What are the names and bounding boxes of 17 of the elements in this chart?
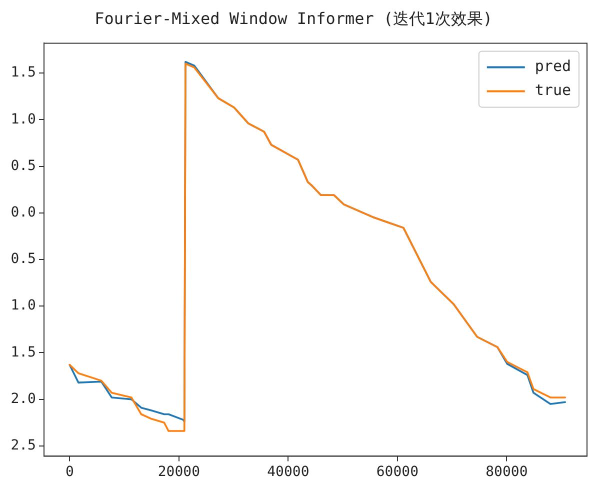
y-tick-label: 1.0 <box>10 111 36 128</box>
y-tick-label: 1.0 <box>10 298 36 314</box>
x-tick-label: 80000 <box>486 464 528 480</box>
y-tick-label: 1.5 <box>10 344 36 360</box>
y-tick-label: 1.5 <box>10 64 36 81</box>
y-tick-label: 0.5 <box>10 251 36 268</box>
y-tick-label: 2.5 <box>10 438 36 454</box>
x-tick-label: 0 <box>65 464 74 480</box>
x-tick-label: 60000 <box>376 464 419 480</box>
y-tick-label: 0.0 <box>10 204 36 221</box>
legend-label: pred <box>534 57 571 76</box>
chart-title: Fourier-Mixed Window Informer (迭代1次效果) <box>94 8 492 28</box>
legend-label: true <box>534 81 571 100</box>
x-tick-label: 40000 <box>267 464 310 480</box>
x-tick-label: 20000 <box>158 464 200 480</box>
y-tick-label: 0.5 <box>10 158 36 174</box>
y-tick-label: 2.0 <box>10 390 36 407</box>
